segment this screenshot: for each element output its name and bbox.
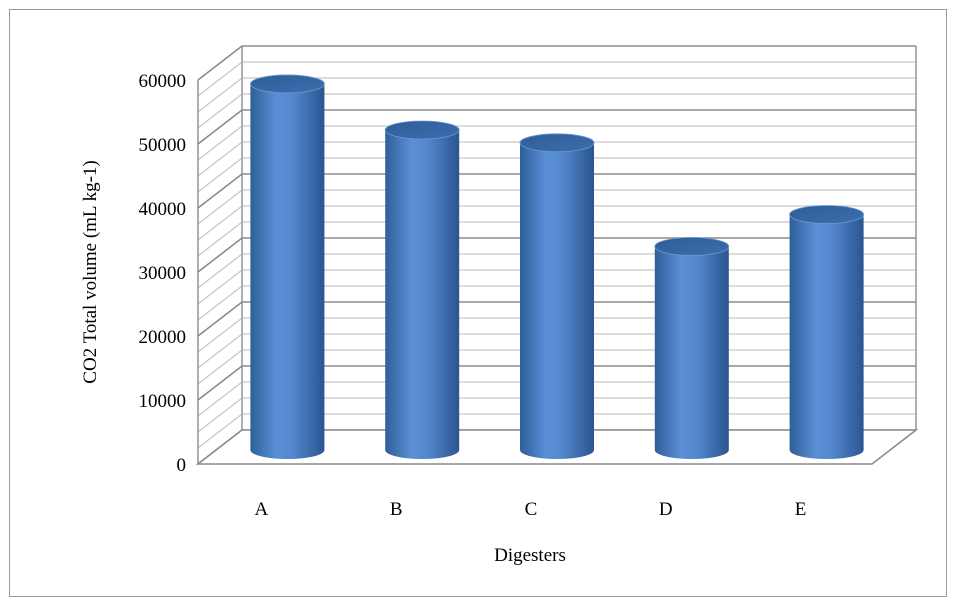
x-tick-label: D	[659, 499, 673, 520]
x-tick-label: C	[525, 499, 538, 520]
gridline-side	[197, 205, 243, 241]
x-axis-title: Digesters	[494, 545, 566, 566]
x-tick-label: B	[390, 499, 403, 520]
bar-body	[520, 142, 594, 460]
x-tick-label: A	[255, 499, 269, 520]
gridline-side	[197, 45, 243, 81]
bar-top	[789, 205, 864, 224]
y-axis-ticks: 0 10000 20000 30000 40000 50000 60000	[139, 71, 187, 476]
bar-top	[654, 237, 730, 256]
gridline-side	[197, 301, 243, 337]
gridline-side	[197, 221, 243, 257]
gridline-side	[197, 365, 243, 401]
bar-C	[519, 133, 595, 460]
gridline-side	[197, 93, 243, 129]
gridline-side	[197, 237, 243, 273]
gridline-side	[197, 61, 243, 97]
gridline-side	[197, 109, 243, 145]
y-tick-label: 20000	[139, 327, 187, 348]
bar-D	[654, 237, 730, 459]
gridline-side	[197, 157, 243, 193]
x-tick-label: E	[795, 499, 807, 520]
bar-body	[385, 130, 460, 459]
y-tick-label: 60000	[139, 71, 187, 92]
gridline-side	[197, 317, 243, 353]
bar-top	[249, 74, 325, 94]
gridline-side	[197, 333, 243, 369]
gridline-side	[197, 413, 243, 449]
gridline-side	[197, 397, 243, 433]
bar-body	[654, 246, 729, 459]
y-tick-label: 40000	[139, 199, 187, 220]
gridline-side	[197, 173, 243, 209]
gridline-side	[197, 77, 243, 113]
gridline-side	[197, 381, 243, 417]
gridline-side	[197, 125, 243, 161]
y-axis-title: CO2 Total volume (mL kg-1)	[80, 160, 101, 383]
gridline-side	[197, 285, 243, 321]
gridline-side	[197, 253, 243, 289]
bar-B	[384, 120, 460, 459]
bar-E	[789, 205, 864, 459]
bar-A	[249, 74, 325, 460]
y-tick-label: 10000	[139, 391, 187, 412]
bars	[249, 74, 864, 460]
gridline-side	[197, 349, 243, 385]
bar-body	[250, 83, 325, 460]
bar-top	[519, 133, 595, 153]
x-axis-ticks: A B C D E	[255, 499, 807, 520]
gridline-side	[197, 189, 243, 225]
y-tick-label: 50000	[139, 135, 187, 156]
gridline-side	[197, 141, 243, 177]
bar-top	[384, 120, 460, 140]
bar-body	[789, 214, 864, 459]
y-tick-label: 0	[177, 455, 187, 476]
side-wall	[197, 45, 243, 465]
gridline-side	[197, 269, 243, 305]
y-tick-label: 30000	[139, 263, 187, 284]
